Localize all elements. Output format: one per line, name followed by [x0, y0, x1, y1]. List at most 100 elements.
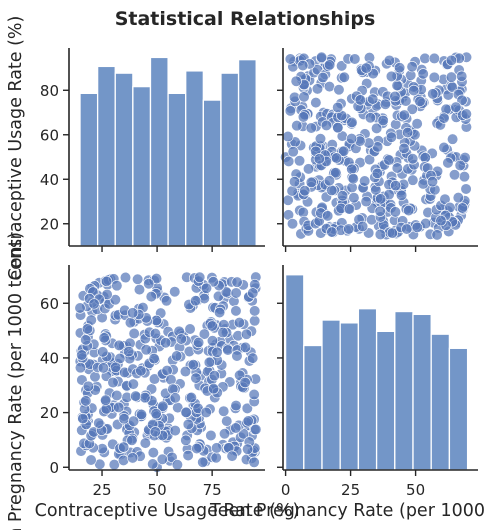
scatter-point [322, 210, 334, 222]
scatter-point [398, 109, 410, 121]
scatter-point [107, 376, 119, 389]
hist-bar [430, 333, 451, 471]
scatter-point [76, 349, 88, 361]
scatter-point [403, 204, 415, 217]
chart-title: Statistical Relationships [115, 8, 376, 30]
scatter-point [118, 441, 130, 453]
scatter-point [165, 374, 177, 386]
x-tick-label: 50 [406, 481, 425, 499]
scatter-point [149, 426, 161, 438]
scatter-point [74, 362, 87, 374]
scatter-point [110, 361, 122, 373]
scatter-point [360, 195, 372, 208]
scatter-point [89, 371, 101, 383]
scatter-point [305, 176, 317, 189]
scatter-point [135, 408, 148, 421]
scatter-point [324, 59, 336, 71]
scatter-point [293, 155, 306, 167]
scatter-point [192, 336, 205, 349]
scatter-point [127, 378, 139, 390]
scatter-point [123, 345, 135, 358]
scatter-point [100, 394, 112, 406]
scatter-point [354, 94, 366, 106]
scatter-point [147, 458, 159, 470]
scatter-point [194, 271, 206, 283]
scatter-point [171, 350, 183, 362]
scatter-point [315, 51, 328, 63]
scatter-point [458, 171, 471, 183]
scatter-point [445, 71, 457, 83]
hist-bar [132, 85, 152, 247]
scatter-point [343, 223, 355, 235]
panel-scatter-contraceptive-vs-teen [74, 271, 262, 473]
scatter-point [401, 223, 413, 235]
y-tick-label: 40 [40, 171, 59, 189]
scatter-point [80, 334, 92, 346]
scatter-point [93, 417, 105, 429]
scatter-point [313, 153, 325, 165]
x-tick-label: 25 [92, 481, 111, 499]
scatter-point [130, 390, 142, 402]
scatter-point [360, 62, 372, 74]
scatter-point [248, 456, 260, 468]
scatter-point [200, 282, 213, 294]
scatter-point [408, 84, 420, 97]
scatter-point [395, 189, 408, 201]
scatter-point [230, 305, 242, 317]
scatter-point [291, 120, 303, 132]
x-tick-label: 50 [148, 481, 167, 499]
scatter-point [241, 402, 253, 414]
scatter-point [323, 81, 336, 93]
scatter-point [180, 406, 192, 418]
scatter-point [336, 190, 349, 202]
scatter-point [426, 176, 439, 188]
scatter-point [221, 415, 233, 427]
scatter-point [284, 105, 296, 117]
scatter-point [240, 328, 253, 340]
scatter-point [139, 392, 151, 404]
scatter-point [207, 276, 219, 288]
panel-scatter-teen-vs-contraceptive [280, 51, 473, 241]
scatter-point [428, 52, 440, 65]
scatter-point [435, 215, 447, 227]
scatter-point [143, 278, 155, 290]
scatter-point [359, 175, 371, 187]
hist-bar [321, 319, 341, 471]
scatter-point [97, 362, 109, 374]
scatter-point [330, 167, 342, 179]
scatter-point [119, 271, 132, 284]
y-tick-label: 60 [40, 295, 59, 313]
scatter-point [150, 408, 162, 420]
scatter-point [374, 228, 386, 241]
scatter-point [80, 395, 92, 407]
scatter-point [445, 54, 458, 66]
hist-bar [220, 72, 240, 247]
scatter-point [289, 91, 301, 103]
scatter-point [450, 101, 462, 113]
hist-bar [284, 274, 305, 471]
scatter-point [385, 131, 398, 143]
y-tick-label: 0 [49, 459, 59, 477]
scatter-point [111, 280, 123, 292]
scatter-point [448, 169, 461, 181]
scatter-point [124, 317, 137, 329]
scatter-point [239, 341, 252, 353]
panel-hist-contraceptive [79, 56, 257, 247]
hist-bar [96, 65, 116, 247]
scatter-point [349, 53, 361, 65]
scatter-point [411, 221, 423, 233]
scatter-point [314, 133, 327, 145]
scatter-point [210, 452, 222, 464]
scatter-point [326, 184, 338, 196]
scatter-point [249, 315, 261, 327]
scatter-point [222, 344, 234, 356]
hist-bar [237, 59, 257, 247]
scatter-point [417, 178, 429, 190]
scatter-point [438, 112, 450, 124]
scatter-point [299, 185, 311, 197]
scatter-point [169, 392, 181, 404]
scatter-point [284, 53, 296, 65]
scatter-point [217, 326, 229, 339]
scatter-point [377, 114, 389, 127]
x-tick-label: 0 [281, 481, 291, 499]
